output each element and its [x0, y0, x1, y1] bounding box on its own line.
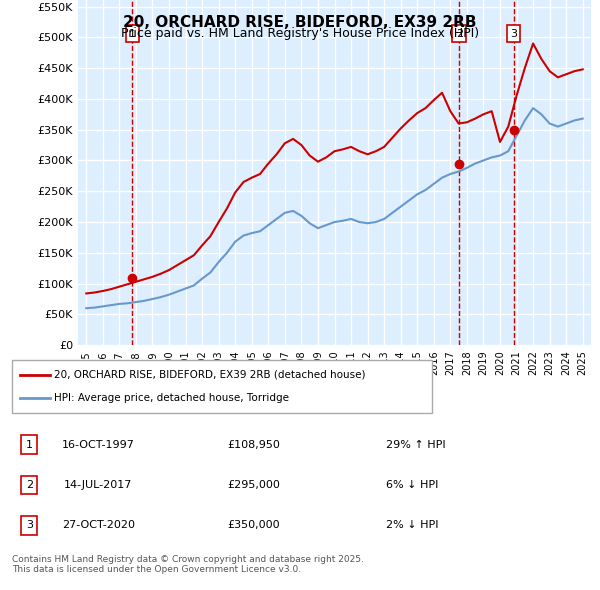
Text: 1: 1: [26, 440, 33, 450]
Text: 2: 2: [456, 29, 463, 38]
Text: £350,000: £350,000: [227, 520, 280, 530]
Text: 3: 3: [26, 520, 33, 530]
Text: 1: 1: [129, 29, 136, 38]
Text: 20, ORCHARD RISE, BIDEFORD, EX39 2RB: 20, ORCHARD RISE, BIDEFORD, EX39 2RB: [123, 15, 477, 30]
Text: 2: 2: [26, 480, 33, 490]
Text: 14-JUL-2017: 14-JUL-2017: [64, 480, 133, 490]
Text: 27-OCT-2020: 27-OCT-2020: [62, 520, 135, 530]
Text: 6% ↓ HPI: 6% ↓ HPI: [386, 480, 439, 490]
Text: 20, ORCHARD RISE, BIDEFORD, EX39 2RB (detached house): 20, ORCHARD RISE, BIDEFORD, EX39 2RB (de…: [54, 370, 365, 380]
Text: HPI: Average price, detached house, Torridge: HPI: Average price, detached house, Torr…: [54, 393, 289, 403]
Text: £108,950: £108,950: [227, 440, 280, 450]
Text: £295,000: £295,000: [227, 480, 280, 490]
Text: 16-OCT-1997: 16-OCT-1997: [62, 440, 135, 450]
FancyBboxPatch shape: [12, 360, 432, 413]
Text: Contains HM Land Registry data © Crown copyright and database right 2025.
This d: Contains HM Land Registry data © Crown c…: [12, 555, 364, 574]
Text: 29% ↑ HPI: 29% ↑ HPI: [386, 440, 446, 450]
Text: Price paid vs. HM Land Registry's House Price Index (HPI): Price paid vs. HM Land Registry's House …: [121, 27, 479, 40]
Text: 2% ↓ HPI: 2% ↓ HPI: [386, 520, 439, 530]
Text: 3: 3: [510, 29, 517, 38]
